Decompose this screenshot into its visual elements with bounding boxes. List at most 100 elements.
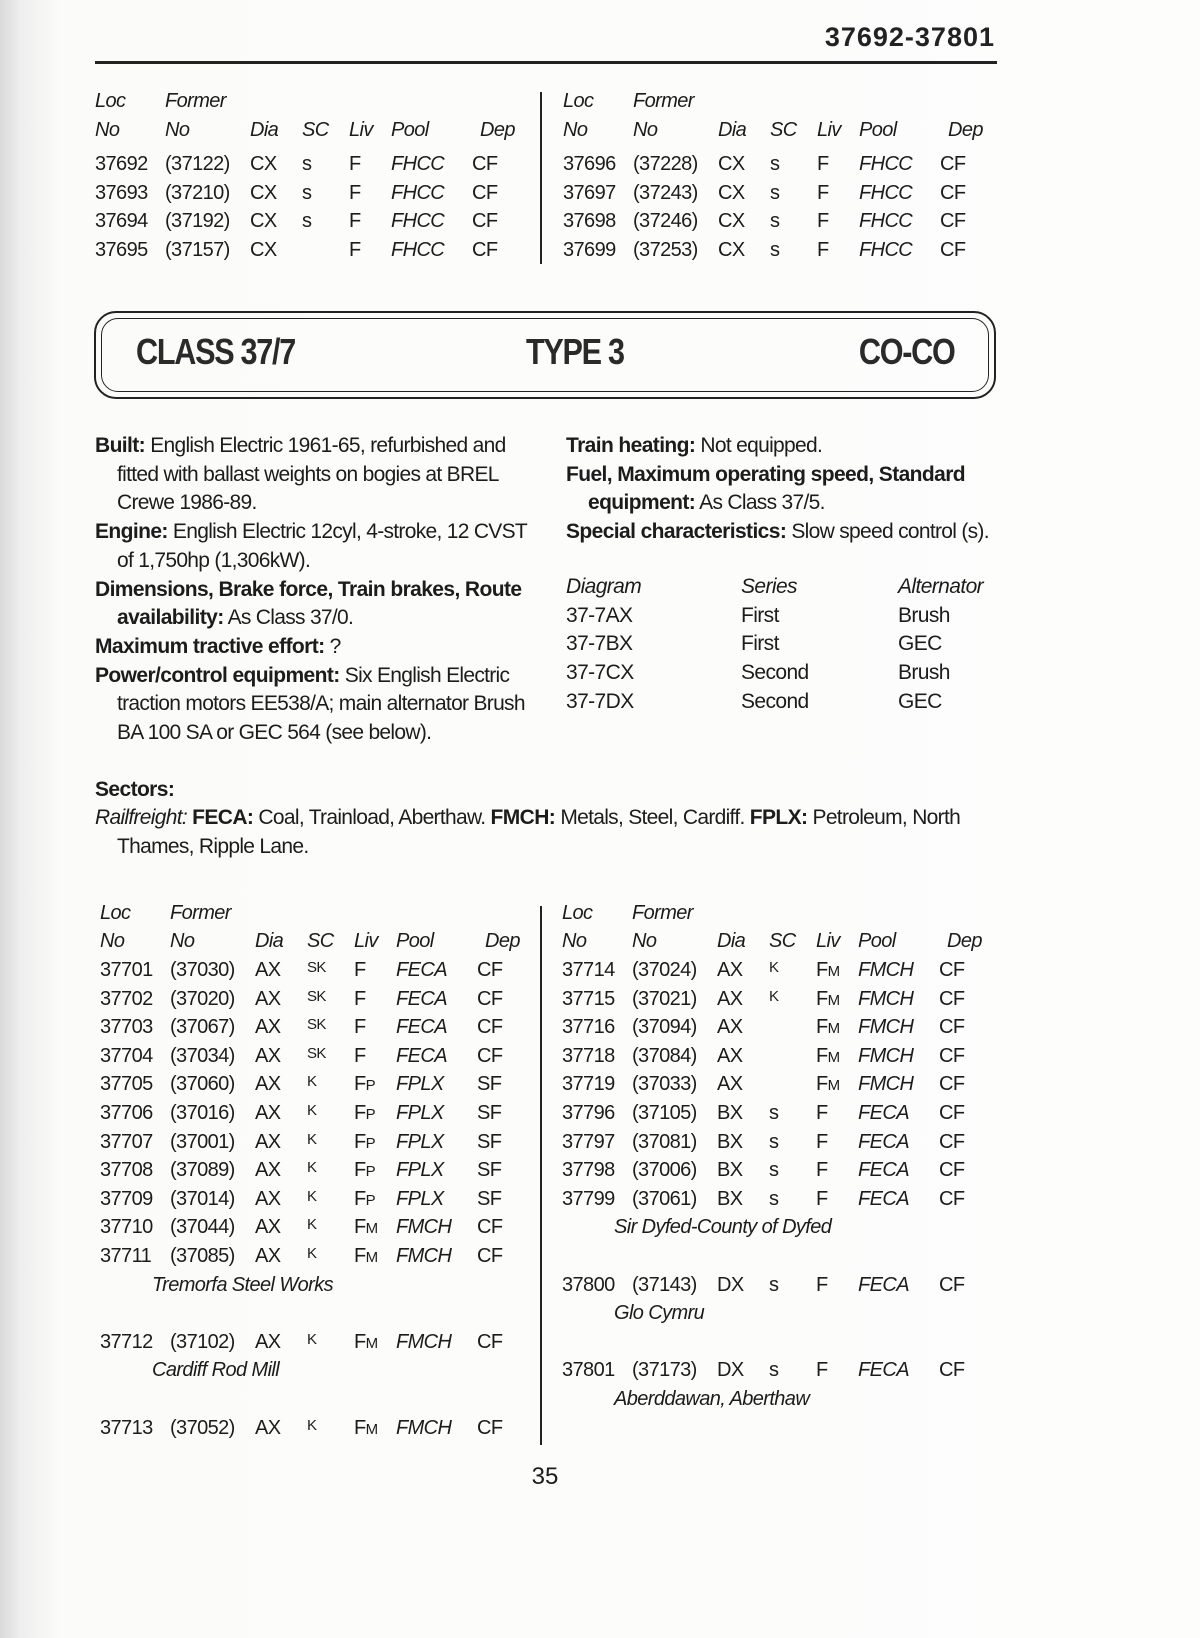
sector-group: Railfreight: xyxy=(95,806,188,830)
specs-right: Train heating: Not equipped. Fuel, Maximu… xyxy=(566,432,991,547)
cell-pool: FECA xyxy=(858,1187,910,1210)
cell-former: (37094) xyxy=(632,1016,697,1039)
cell-liv: F xyxy=(816,1159,828,1182)
cell-dep: CF xyxy=(939,987,965,1010)
cell-dep: CF xyxy=(477,1416,503,1439)
cell-liv: FM xyxy=(816,1016,840,1039)
cell-liv: F xyxy=(816,1359,828,1382)
cell-loc: 37699 xyxy=(563,239,616,261)
spec-value: Slow speed control (s). xyxy=(786,520,989,544)
column-header-pool: Pool xyxy=(391,118,429,141)
class-title: CLASS 37/7 xyxy=(136,331,296,372)
cell-loc: 37706 xyxy=(100,1102,153,1125)
cell-loc: 37704 xyxy=(100,1044,153,1067)
spec-item: Built: English Electric 1961-65, refurbi… xyxy=(95,432,535,518)
cell-loc: 37712 xyxy=(100,1330,153,1353)
sector-code: FMCH: xyxy=(490,806,556,830)
diagram-header-cell: Series xyxy=(741,574,798,598)
cell-loc: 37711 xyxy=(100,1245,152,1268)
cell-pool: FECA xyxy=(396,1016,448,1039)
column-header-dia: Dia xyxy=(250,118,279,141)
cell-dep: CF xyxy=(477,1044,503,1067)
cell-liv: FP xyxy=(354,1159,376,1182)
cell-former: (37052) xyxy=(170,1416,235,1439)
diagram-table: Diagram Series Alternator 37-7AX First Brush 3… xyxy=(566,575,991,719)
cell-former: (37067) xyxy=(170,1016,235,1039)
diagram-header-cell: Diagram xyxy=(566,574,642,598)
cell-sc: SK xyxy=(307,987,326,1005)
column-header-pool: Pool xyxy=(396,930,434,953)
cell-sc: s xyxy=(302,181,312,204)
cell-former: (37024) xyxy=(632,959,697,982)
cell-dep: CF xyxy=(940,181,966,204)
liv-sub: P xyxy=(365,1134,376,1152)
cell-dep: CF xyxy=(940,153,966,176)
cell-loc: 37716 xyxy=(562,1016,615,1039)
cell-dep: SF xyxy=(477,1073,502,1096)
column-header-loc_no: No xyxy=(562,930,587,953)
column-header-former_no: No xyxy=(170,930,195,953)
cell-sc: s xyxy=(302,153,312,176)
cell-dia: DX xyxy=(717,1359,744,1382)
column-divider xyxy=(540,905,542,1446)
cell-pool: FPLX xyxy=(396,1102,444,1125)
cell-sc: s xyxy=(770,153,780,176)
column-header-dep: Dep xyxy=(485,930,520,953)
cell-loc: 37694 xyxy=(95,210,148,233)
cell-dep: CF xyxy=(477,1245,503,1268)
cell-loc: 37718 xyxy=(562,1044,615,1067)
spec-item: Fuel, Maximum operating speed, Standard … xyxy=(566,461,991,518)
column-header-pool: Pool xyxy=(859,118,897,141)
cell-former: (37105) xyxy=(632,1102,697,1125)
cell-loc: 37692 xyxy=(95,153,148,176)
cell-former: (37143) xyxy=(632,1273,697,1296)
cell-sc: K xyxy=(307,1245,317,1263)
cell-loc: 37709 xyxy=(100,1187,153,1210)
liv-sub: P xyxy=(365,1163,376,1181)
column-header-dep: Dep xyxy=(948,118,983,141)
cell-pool: FPLX xyxy=(396,1073,444,1096)
liv-sub: M xyxy=(365,1220,379,1238)
spec-label: Built: xyxy=(95,434,146,457)
cell-dep: CF xyxy=(472,239,498,261)
cell-former: (37061) xyxy=(632,1187,697,1210)
cell-pool: FMCH xyxy=(396,1330,452,1353)
cell-liv: FP xyxy=(354,1131,376,1154)
cell-liv: F xyxy=(349,239,361,261)
cell-former: (37228) xyxy=(633,153,698,176)
liv-main: F xyxy=(354,1187,366,1210)
sector-desc: Coal, Trainload, Aberthaw. xyxy=(253,806,491,830)
cell-liv: FM xyxy=(354,1331,378,1354)
spec-label: Maximum tractive effort: xyxy=(95,634,325,658)
cell-sc: SK xyxy=(307,1016,326,1034)
liv-main: F xyxy=(354,1330,366,1353)
cell-dia: CX xyxy=(718,210,745,233)
cell-liv: F xyxy=(354,1016,366,1039)
cell-former: (37157) xyxy=(165,239,230,261)
liv-sub: P xyxy=(365,1077,376,1095)
cell-sc: s xyxy=(769,1130,779,1153)
column-header-dia: Dia xyxy=(718,118,747,141)
cell-pool: FPLX xyxy=(396,1159,444,1182)
diagram-cell: First xyxy=(741,603,779,627)
spec-label: Special characteristics: xyxy=(566,520,787,544)
cell-former: (37001) xyxy=(170,1130,235,1153)
column-header-liv: Liv xyxy=(816,930,840,953)
cell-dep: CF xyxy=(939,1044,965,1067)
cell-sc: K xyxy=(307,1159,317,1177)
cell-liv: F xyxy=(816,1187,828,1210)
cell-dia: AX xyxy=(255,1102,281,1125)
cell-dia: CX xyxy=(250,239,277,261)
cell-pool: FMCH xyxy=(396,1245,452,1268)
liv-main: F xyxy=(354,1245,366,1268)
column-header-loc: Loc xyxy=(562,901,593,924)
cell-dia: BX xyxy=(717,1187,743,1210)
cell-liv: F xyxy=(354,987,366,1010)
cell-former: (37081) xyxy=(632,1130,697,1153)
cell-pool: FHCC xyxy=(391,239,445,261)
cell-dep: CF xyxy=(939,1102,965,1125)
cell-former: (37016) xyxy=(170,1102,235,1125)
column-header-loc_no: No xyxy=(95,118,120,141)
liv-sub: M xyxy=(827,1020,841,1038)
cell-former: (37102) xyxy=(170,1330,235,1353)
